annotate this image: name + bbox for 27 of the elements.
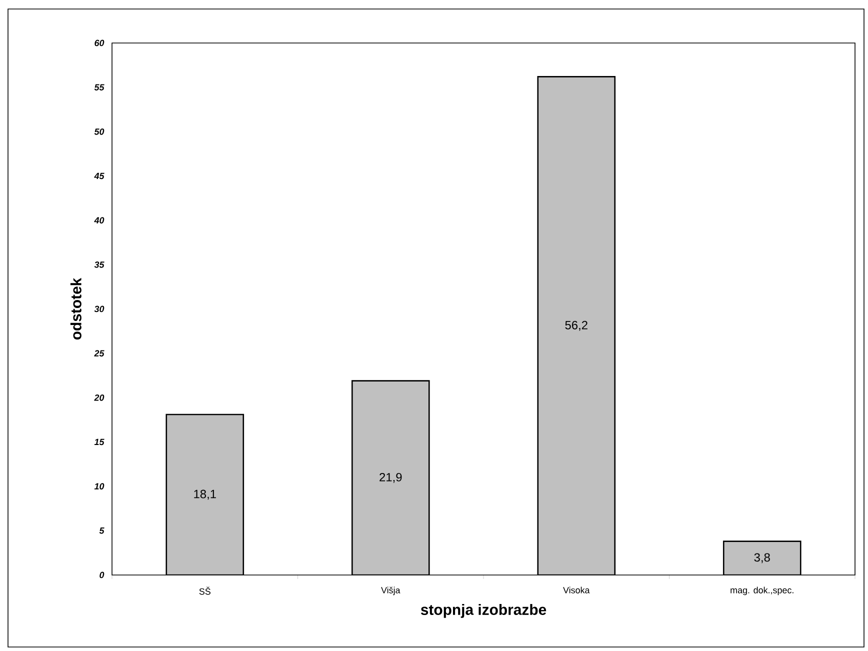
x-axis-title: stopnja izobrazbe	[420, 604, 546, 618]
y-tick-label: 35	[94, 261, 104, 268]
y-tick-label: 50	[94, 128, 104, 135]
y-tick-label: 40	[94, 217, 104, 224]
y-tick-label: 10	[94, 483, 104, 490]
x-tick-label: mag. dok.,spec.	[730, 586, 794, 596]
y-tick-label: 15	[94, 438, 104, 446]
bar	[537, 76, 616, 575]
y-tick-label: 30	[94, 306, 104, 312]
x-tick-label: Višja	[381, 586, 400, 596]
bar	[722, 540, 802, 575]
y-tick-label: 45	[94, 172, 104, 180]
data-label: 3,8	[754, 553, 770, 564]
data-label: 21,9	[380, 472, 402, 483]
y-tick-label: 20	[94, 394, 104, 401]
data-label: 56,2	[565, 320, 588, 331]
x-tick-label: SŠ	[199, 586, 210, 595]
bar	[351, 380, 430, 575]
y-tick-label: 55	[94, 84, 104, 90]
y-tick-label: 5	[99, 528, 104, 534]
y-tick-label: 60	[94, 40, 104, 46]
data-label: 18,1	[194, 490, 216, 500]
x-tick-label: Visoka	[563, 586, 590, 594]
y-axis-title: odstotek	[70, 278, 82, 340]
y-tick-label: 0	[100, 572, 104, 578]
y-tick-label: 25	[94, 350, 104, 356]
bar	[166, 414, 244, 575]
